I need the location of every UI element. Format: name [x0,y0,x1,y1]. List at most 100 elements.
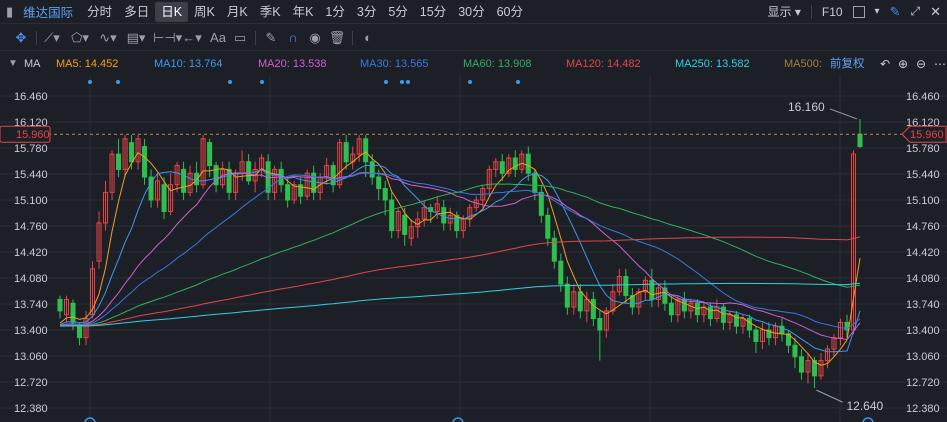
zoom-in-icon[interactable]: ⊕ [898,57,909,71]
tab-period[interactable]: 30分 [458,4,485,19]
arrow-icon[interactable]: ←▾ [182,29,202,45]
undo-icon[interactable]: ↶ [880,57,891,71]
candle-body[interactable] [311,172,317,193]
candle-body[interactable] [291,184,297,201]
candle-body[interactable] [571,291,577,308]
candle-body[interactable] [636,291,642,308]
candle-body[interactable] [376,176,382,190]
tab-period[interactable]: 日K [155,1,189,22]
tab-period[interactable]: 年K [292,4,314,19]
candle-body[interactable] [356,138,362,155]
candle-body[interactable] [408,226,414,239]
candle-body[interactable] [434,203,440,212]
candle-body[interactable] [707,306,713,320]
candle-body[interactable] [155,180,161,201]
shape-icon[interactable]: ⬠▾ [71,29,89,45]
candle-body[interactable] [857,133,863,147]
tab-period[interactable]: 60分 [496,4,523,19]
candle-body[interactable] [168,184,174,212]
candle-body[interactable] [337,142,343,186]
candle-body[interactable] [330,165,336,186]
candle-body[interactable] [649,279,655,300]
candle-body[interactable] [382,188,388,201]
comment-icon[interactable]: ▭ [233,29,247,45]
candle-body[interactable] [213,165,219,186]
candle-body[interactable] [304,172,310,197]
candle-body[interactable] [512,157,518,170]
candle-body[interactable] [623,275,629,297]
candle-body[interactable] [590,298,596,320]
event-dot-icon[interactable] [228,80,232,84]
event-marker-icon[interactable] [862,417,874,422]
candle-body[interactable] [194,172,200,186]
pen-icon[interactable]: ✎ [265,29,277,45]
candle-body[interactable] [811,360,817,377]
candle-body[interactable] [246,161,252,182]
candle-body[interactable] [616,275,622,293]
candle-body[interactable] [727,314,733,323]
candle-body[interactable] [285,184,291,201]
event-dot-icon[interactable] [516,80,520,84]
expand-icon[interactable]: ⤢ [910,4,921,18]
menu-icon[interactable]: ⋯ [934,57,946,71]
candle-body[interactable] [142,145,148,178]
candle-body[interactable] [759,329,765,342]
candle-body[interactable] [135,138,141,163]
ma-collapse-icon[interactable]: ▼ [8,58,18,69]
panel-toggle-icon[interactable]: ▮ [6,3,14,19]
candle-body[interactable] [109,153,115,193]
tab-period[interactable]: 3分 [356,4,377,19]
candle-body[interactable] [805,360,811,373]
candle-body[interactable] [129,142,135,163]
candle-body[interactable] [447,214,453,224]
event-dot-icon[interactable] [116,80,120,84]
candle-body[interactable] [116,153,122,170]
candle-body[interactable] [441,207,447,224]
candle-body[interactable] [519,153,525,170]
pen-blue-icon[interactable]: ✎ [889,3,901,19]
candle-body[interactable] [200,138,206,186]
candle-body[interactable] [525,153,531,174]
f10-button[interactable]: F10 [821,4,843,19]
candle-body[interactable] [837,321,844,339]
candle-body[interactable] [369,161,375,178]
text-tool[interactable]: Aa [210,30,226,45]
candle-body[interactable] [798,356,804,373]
candle-body[interactable] [850,153,857,331]
candle-body[interactable] [343,142,349,163]
measure-icon[interactable]: ▤▾ [126,29,146,45]
candle-body[interactable] [174,165,180,186]
tab-period[interactable]: 分时 [87,4,113,19]
candle-body[interactable] [207,142,213,167]
eye-icon[interactable]: ◉ [309,29,321,45]
candle-body[interactable] [668,302,674,316]
candle-body[interactable] [720,306,726,323]
stock-name[interactable]: 维达国际 [23,6,74,20]
event-dot-icon[interactable] [88,80,92,84]
range-icon[interactable]: ⊢⊣▾ [153,29,183,45]
magnet-icon[interactable]: ∩ [288,30,298,45]
candle-body[interactable] [363,138,369,163]
candle-body[interactable] [603,310,609,331]
crosshair-icon[interactable]: ✥ [15,29,27,45]
candle-body[interactable] [324,165,330,178]
candle-body[interactable] [395,210,401,232]
candle-body[interactable] [785,333,791,346]
candle-body[interactable] [551,237,557,262]
candle-body[interactable] [753,329,759,342]
chevron-down-icon[interactable]: ▾ [874,6,880,17]
candle-body[interactable] [298,184,304,197]
zoom-out-icon[interactable]: ⊖ [916,57,927,71]
candle-body[interactable] [103,191,109,224]
candle-body[interactable] [181,168,187,193]
candle-body[interactable] [226,168,232,193]
candle-body[interactable] [740,318,746,327]
candle-body[interactable] [545,214,551,239]
candle-body[interactable] [63,298,70,316]
candle-body[interactable] [161,184,167,212]
tab-period[interactable]: 周K [194,4,215,19]
event-marker-icon[interactable] [452,417,464,422]
candle-body[interactable] [597,318,603,331]
candle-body[interactable] [506,157,512,174]
